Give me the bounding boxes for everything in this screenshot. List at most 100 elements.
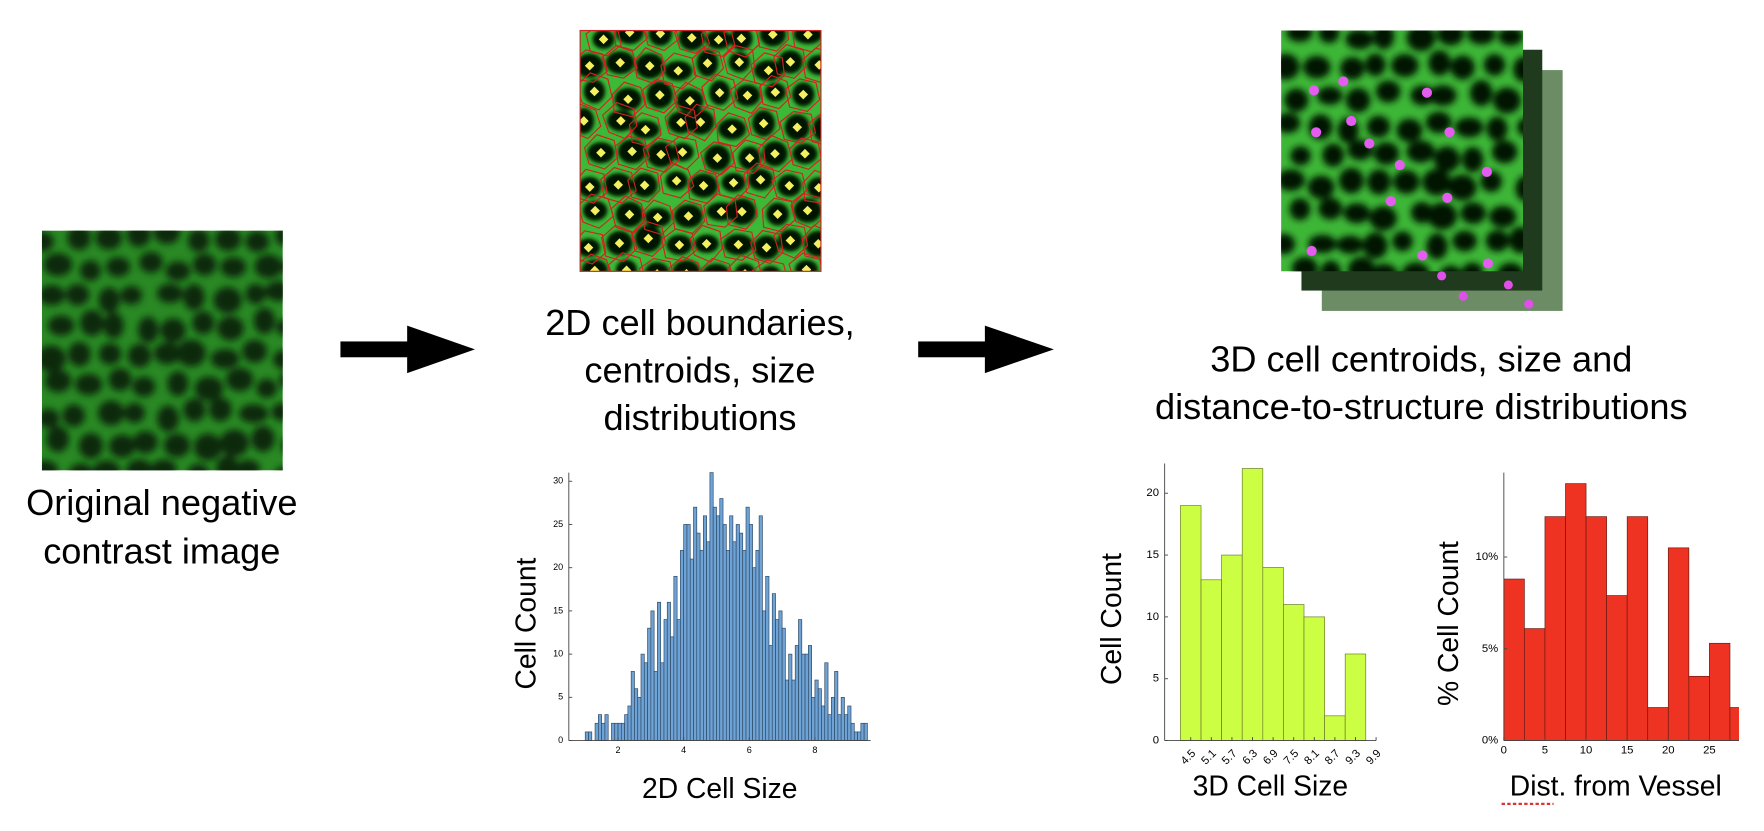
- cell: [124, 402, 145, 424]
- y-tick-label: 15: [1146, 549, 1159, 561]
- cell: [151, 459, 177, 471]
- cell-boundary: [757, 134, 793, 173]
- bar: [660, 662, 665, 741]
- x-tick-label: 5.1: [1199, 748, 1219, 768]
- cell: [132, 430, 158, 454]
- y-tick-label: 20: [553, 562, 563, 572]
- cell: [226, 367, 254, 392]
- x-tick-label: 4.5: [1179, 748, 1199, 768]
- cell: [1338, 167, 1364, 194]
- cell-boundary: [750, 229, 784, 265]
- cell: [95, 230, 123, 250]
- cell: [1317, 86, 1343, 105]
- cell: [75, 373, 103, 396]
- caption: distance-to-structure distributions: [1155, 386, 1688, 427]
- y-tick-label: 5: [1153, 673, 1159, 685]
- centroid-3d: [1394, 159, 1405, 171]
- cell: [1373, 30, 1395, 50]
- cell-boundary: [580, 230, 607, 265]
- cell: [1447, 174, 1477, 201]
- bar: [844, 714, 849, 741]
- cell-boundary: [627, 167, 661, 203]
- cell-boundary: [700, 141, 735, 176]
- cell: [1425, 111, 1452, 134]
- cell-boundary: [802, 47, 821, 84]
- cell-boundary: [756, 30, 790, 52]
- centroid: [652, 212, 663, 223]
- x-tick-label: 10: [1580, 745, 1593, 757]
- bar: [847, 705, 852, 741]
- cell-boundary: [630, 220, 667, 258]
- bar: [637, 696, 642, 741]
- cell: [176, 339, 206, 367]
- centroid-3d: [1524, 299, 1534, 309]
- bar: [778, 610, 783, 741]
- cell: [1454, 117, 1484, 138]
- bar: [745, 506, 750, 741]
- bar: [788, 653, 793, 741]
- micro-image: [580, 30, 831, 272]
- cell: [1450, 55, 1475, 80]
- bar: [762, 610, 767, 741]
- cell-boundary: [633, 47, 666, 85]
- bar: [808, 645, 812, 741]
- cell: [251, 425, 275, 452]
- cell: [1281, 169, 1305, 191]
- cell-boundary: [664, 104, 698, 140]
- bar: [722, 524, 727, 741]
- bar: [781, 627, 786, 741]
- cell: [41, 345, 66, 373]
- cell: [1307, 175, 1335, 199]
- bar: [1303, 616, 1325, 741]
- cell: [1302, 55, 1331, 79]
- cell: [1460, 202, 1486, 224]
- bar: [683, 524, 688, 741]
- cell-boundary: [607, 252, 644, 272]
- centroid-3d: [1385, 196, 1396, 207]
- cells: [1281, 30, 1524, 272]
- bar: [598, 714, 602, 741]
- y-axis-label: Cell Count: [1095, 553, 1127, 685]
- y-tick-label: 0: [558, 735, 563, 745]
- cell: [97, 400, 125, 426]
- cell: [616, 259, 638, 272]
- bar: [752, 567, 757, 741]
- bar: [1221, 554, 1243, 741]
- bar: [801, 653, 806, 741]
- centroid-3d: [1458, 291, 1468, 301]
- bar: [1667, 547, 1690, 741]
- cell: [275, 230, 283, 246]
- cell: [153, 342, 181, 365]
- cell: [1336, 235, 1364, 254]
- cell: [79, 260, 101, 281]
- cell: [1347, 256, 1376, 272]
- histogram: 0 5 10 15 20 4.5 5.1 5.7 6.3 6.9 7.5 8.1 8.7 9.3 9.9 3D…: [1095, 463, 1384, 802]
- x-tick-label: 8.1: [1302, 748, 1322, 768]
- x-tick-label: 4: [681, 745, 686, 755]
- cell-boundary: [580, 168, 608, 204]
- bar: [584, 731, 589, 741]
- y-tick-label: 10: [553, 649, 563, 659]
- bar: [670, 636, 675, 741]
- cell: [160, 318, 186, 343]
- cell-boundary: [723, 30, 761, 58]
- y-axis-label: Cell Count: [510, 557, 542, 689]
- bar: [771, 593, 776, 741]
- caption: contrast image: [43, 531, 280, 572]
- y-tick-label: 25: [553, 519, 563, 529]
- centroid: [821, 124, 831, 134]
- bar: [699, 550, 704, 741]
- cell-boundary: [610, 195, 647, 234]
- cell: [1291, 256, 1318, 272]
- x-axis-label: Dist. from Vessel: [1510, 770, 1722, 802]
- cell: [1369, 206, 1397, 231]
- x-tick-label: 25: [1703, 745, 1716, 757]
- bar: [640, 653, 645, 741]
- y-tick-label: 20: [1146, 487, 1159, 499]
- cell-boundary: [761, 197, 796, 233]
- cell-boundary: [752, 259, 787, 272]
- bar: [1344, 653, 1367, 741]
- cell: [108, 434, 136, 458]
- cell-boundary: [642, 78, 679, 114]
